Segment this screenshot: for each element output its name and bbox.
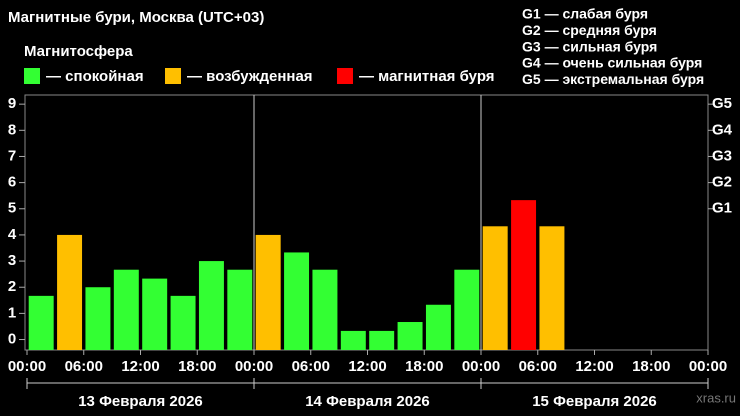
legend-title: Магнитосфера: [24, 43, 133, 60]
y-tick-label: 4: [8, 226, 17, 243]
y2-tick-label: G4: [712, 121, 733, 138]
chart-title: Магнитные бури, Москва (UTC+03): [8, 9, 264, 26]
bar: [85, 287, 111, 350]
bar: [425, 304, 451, 350]
bar: [482, 226, 508, 350]
x-tick-label: 18:00: [632, 358, 670, 375]
bar: [57, 234, 83, 350]
legend-label: — возбужденная: [187, 68, 313, 85]
y-tick-label: 7: [8, 147, 16, 164]
legend-swatch: [165, 68, 181, 84]
legend-label: — спокойная: [46, 68, 144, 85]
x-tick-label: 18:00: [178, 358, 216, 375]
x-tick-label: 12:00: [575, 358, 613, 375]
y2-tick-label: G1: [712, 200, 732, 217]
bar: [255, 234, 281, 350]
day-label: 15 Февраля 2026: [532, 393, 657, 410]
y-tick-label: 3: [8, 252, 16, 269]
day-label: 14 Февраля 2026: [305, 393, 430, 410]
y-tick-label: 6: [8, 174, 16, 191]
bar: [312, 269, 338, 350]
y-tick-label: 9: [8, 95, 16, 112]
watermark: xras.ru: [696, 390, 736, 405]
plot-frame: [24, 94, 709, 351]
bar: [340, 330, 366, 350]
g-scale-entry: G4 — очень сильная буря: [522, 55, 702, 71]
y-tick-label: 8: [8, 121, 16, 138]
x-tick-label: 06:00: [292, 358, 330, 375]
x-tick-label: 06:00: [519, 358, 557, 375]
x-tick-label: 06:00: [65, 358, 103, 375]
y-tick-label: 1: [8, 304, 16, 321]
x-tick-label: 12:00: [348, 358, 386, 375]
bar: [113, 269, 139, 350]
legend-swatch: [24, 68, 40, 84]
g-scale-entry: G2 — средняя буря: [522, 22, 657, 38]
y2-tick-label: G3: [712, 147, 732, 164]
y-tick-label: 5: [8, 200, 16, 217]
y-tick-label: 2: [8, 278, 16, 295]
bar: [511, 200, 537, 350]
x-tick-label: 18:00: [405, 358, 443, 375]
bar: [170, 295, 196, 350]
x-tick-label: 00:00: [8, 358, 46, 375]
bar: [369, 330, 395, 350]
bar: [28, 295, 54, 350]
bar: [227, 269, 253, 350]
bar: [284, 252, 310, 350]
legend-swatch: [337, 68, 353, 84]
g-scale-entry: G1 — слабая буря: [522, 6, 648, 22]
y2-tick-label: G2: [712, 174, 732, 191]
y2-tick-label: G5: [712, 95, 732, 112]
g-scale-entry: G5 — экстремальная буря: [522, 71, 704, 87]
x-tick-label: 00:00: [235, 358, 273, 375]
bar: [397, 322, 423, 350]
day-label: 13 Февраля 2026: [78, 393, 203, 410]
bar: [539, 226, 565, 350]
x-tick-label: 12:00: [121, 358, 159, 375]
x-tick-label: 00:00: [689, 358, 727, 375]
legend-label: — магнитная буря: [359, 68, 495, 85]
bar: [198, 261, 224, 350]
y-tick-label: 0: [8, 331, 16, 348]
bar: [142, 278, 168, 350]
bar: [454, 269, 480, 350]
x-tick-label: 00:00: [462, 358, 500, 375]
g-scale-entry: G3 — сильная буря: [522, 38, 657, 54]
